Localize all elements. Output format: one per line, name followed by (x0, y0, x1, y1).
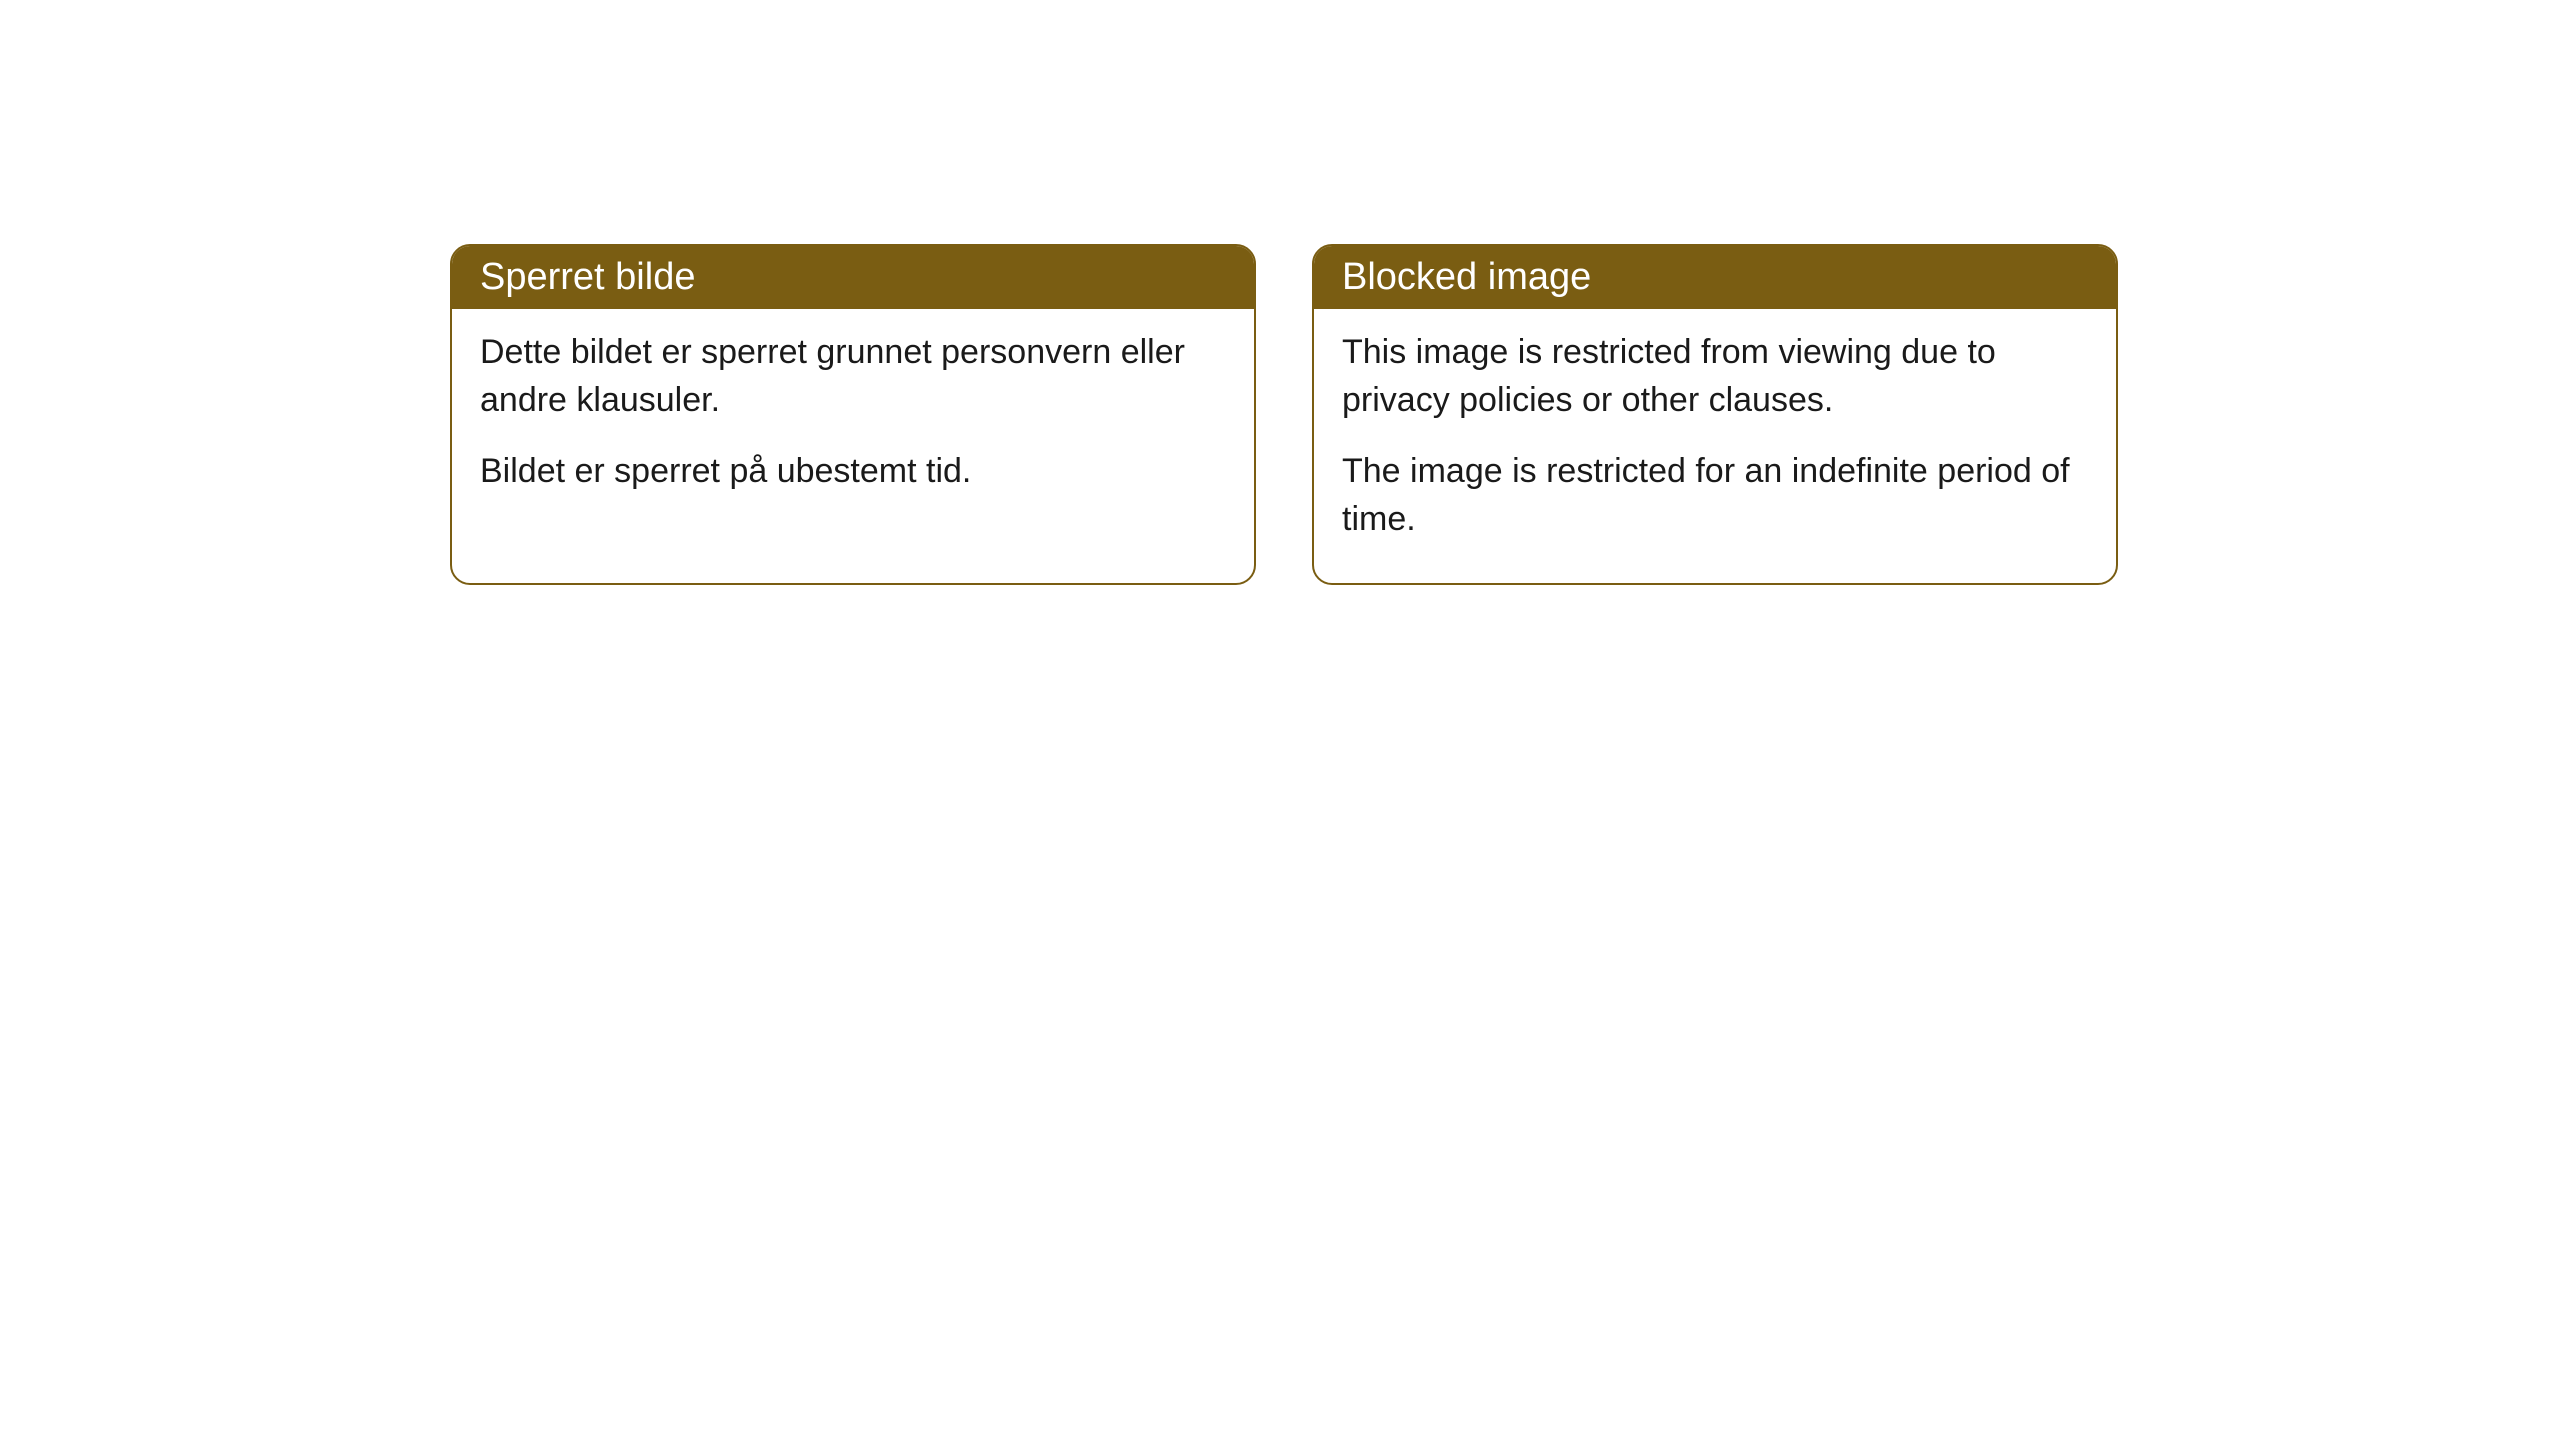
notice-title: Sperret bilde (480, 256, 695, 298)
notice-card-norwegian: Sperret bilde Dette bildet er sperret gr… (450, 244, 1256, 585)
notice-title: Blocked image (1342, 256, 1591, 298)
notice-paragraph: Bildet er sperret på ubestemt tid. (480, 448, 1226, 496)
notice-header: Sperret bilde (452, 246, 1254, 309)
notice-body: Dette bildet er sperret grunnet personve… (452, 309, 1254, 536)
notice-paragraph: This image is restricted from viewing du… (1342, 329, 2088, 424)
notice-card-english: Blocked image This image is restricted f… (1312, 244, 2118, 585)
notice-container: Sperret bilde Dette bildet er sperret gr… (450, 244, 2118, 585)
notice-body: This image is restricted from viewing du… (1314, 309, 2116, 583)
notice-paragraph: Dette bildet er sperret grunnet personve… (480, 329, 1226, 424)
notice-paragraph: The image is restricted for an indefinit… (1342, 448, 2088, 543)
notice-header: Blocked image (1314, 246, 2116, 309)
